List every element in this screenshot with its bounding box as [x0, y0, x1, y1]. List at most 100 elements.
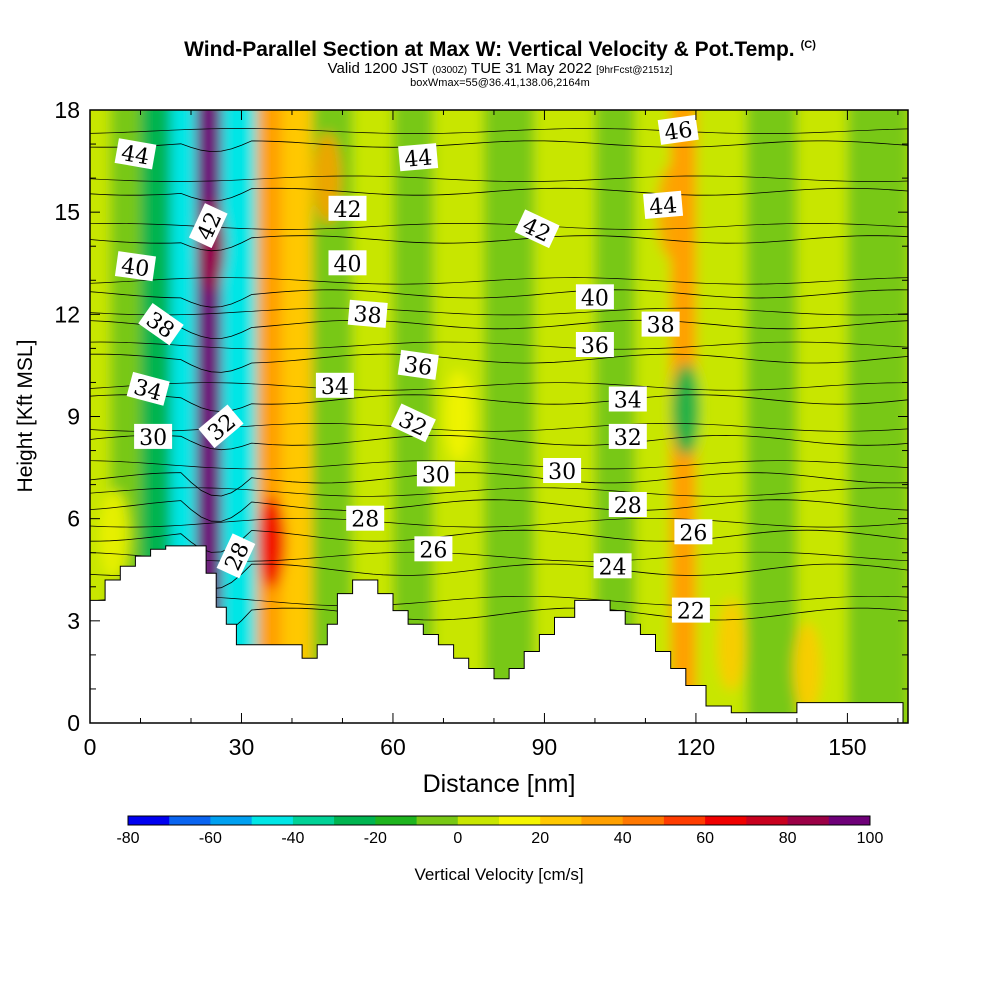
colorbar-swatch	[581, 816, 624, 825]
contour-label: 38	[641, 311, 680, 339]
colorbar-swatch	[622, 816, 665, 825]
contour-label-text: 30	[139, 426, 167, 451]
colorbar: -80 -60 -40 -20 0 20 40 60 80 100	[116, 815, 884, 847]
terrain-mask	[89, 545, 908, 724]
colorbar-swatch	[169, 816, 211, 825]
x-axis-label: Distance [nm]	[423, 770, 576, 798]
contour-label: 26	[414, 536, 453, 563]
contour-label: 34	[126, 371, 170, 406]
contour-label: 44	[643, 190, 684, 221]
y-tick-label: 9	[67, 404, 80, 430]
heat-band	[281, 110, 314, 723]
contour-label: 30	[416, 461, 455, 488]
contour-label: 44	[114, 138, 157, 171]
colorbar-label: Vertical Velocity [cm/s]	[414, 865, 583, 884]
colorbar-tick-label: -80	[116, 830, 139, 847]
contour-label-box	[657, 114, 699, 145]
heat-cell	[793, 622, 822, 715]
copyright-mark: (C)	[800, 39, 816, 51]
isentrope-line	[90, 140, 908, 153]
colorbar-tick-label: 40	[614, 830, 632, 847]
y-tick-label: 18	[54, 97, 80, 123]
contour-label: 46	[657, 114, 699, 147]
isentrope-line	[90, 223, 908, 230]
colorbar-swatch	[540, 816, 582, 825]
contour-label: 28	[346, 505, 385, 533]
contour-label-box	[543, 458, 582, 483]
contour-label-box	[138, 303, 184, 346]
heat-band	[847, 110, 908, 723]
contour-label-box	[198, 404, 244, 449]
isentrope-line	[90, 277, 908, 285]
chart-title: Wind-Parallel Section at Max W: Vertical…	[0, 38, 1000, 62]
contour-label-box	[328, 250, 367, 276]
heat-band	[483, 110, 536, 723]
colorbar-tick-label: 80	[779, 830, 797, 847]
contour-label: 38	[347, 299, 388, 329]
contour-label-box	[134, 423, 173, 449]
contour-label-box	[608, 386, 647, 412]
colorbar-tick-label: -40	[281, 830, 304, 847]
contour-label-box	[216, 533, 256, 579]
contour-label: 24	[593, 553, 632, 580]
colorbar-swatch	[663, 816, 706, 825]
contour-label-box	[390, 403, 436, 443]
contour-label-text: 34	[614, 389, 642, 414]
contour-label-text: 40	[334, 252, 362, 277]
colorbar-swatch	[499, 816, 541, 825]
x-tick-label: 120	[677, 734, 715, 760]
contour-label-text: 46	[663, 118, 694, 147]
x-tick-label: 30	[229, 734, 255, 760]
contour-label-box	[126, 371, 170, 406]
contour-label-box	[575, 284, 614, 310]
y-tick-label: 0	[67, 710, 80, 736]
contour-label-text: 42	[334, 198, 362, 223]
heat-cell	[717, 598, 746, 691]
colorbar-swatch	[334, 816, 376, 825]
isentrope-line	[90, 595, 908, 607]
colorbar-swatch	[457, 816, 500, 825]
isentrope-line	[90, 563, 908, 590]
chart-title-text: Wind-Parallel Section at Max W: Vertical…	[184, 38, 795, 61]
heat-band	[746, 110, 798, 723]
contour-label-text: 34	[321, 375, 349, 400]
colorbar-swatch	[416, 816, 459, 825]
contour-label-text: 28	[351, 508, 379, 533]
contour-label: 22	[671, 597, 710, 625]
contour-label-text: 26	[679, 521, 707, 546]
contour-label: 36	[575, 332, 614, 359]
contour-label: 42	[328, 195, 367, 223]
contour-label-text: 38	[647, 314, 675, 339]
contour-label: 40	[328, 250, 367, 277]
contour-label-text: 40	[581, 286, 609, 311]
contour-label-text: 26	[419, 538, 447, 563]
colorbar-tick-label: 0	[453, 830, 462, 847]
contour-labels: 4442403834323028424038343632302826444240…	[114, 114, 713, 625]
contour-label: 32	[608, 423, 647, 451]
contour-label-box	[114, 251, 157, 282]
heat-cell	[257, 496, 286, 589]
contour-label: 40	[575, 284, 614, 311]
colorbar-swatch	[705, 816, 747, 825]
contour-label-box	[416, 461, 455, 487]
forecast-tag: [9hrFcst@2151z]	[596, 65, 673, 76]
isentrope-line	[90, 472, 908, 497]
contour-label-text: 40	[120, 254, 151, 283]
contour-label-box	[346, 505, 385, 531]
contour-label: 34	[315, 372, 354, 400]
contour-label-box	[674, 519, 713, 545]
x-tick-label: 60	[380, 734, 406, 760]
contour-label-box	[643, 190, 684, 220]
contour-label-box	[315, 372, 354, 398]
heat-cell	[101, 489, 130, 582]
contour-label-box	[397, 349, 439, 380]
contour-label-box	[608, 423, 647, 449]
isentrope-line	[90, 128, 908, 134]
colorbar-tick-label: 100	[857, 830, 884, 847]
contour-label-text: 38	[353, 302, 383, 329]
contour-label-text: 44	[119, 141, 151, 170]
isentrope-line	[90, 319, 908, 339]
contour-label-text: 32	[614, 426, 642, 451]
contour-label: 30	[134, 423, 173, 451]
